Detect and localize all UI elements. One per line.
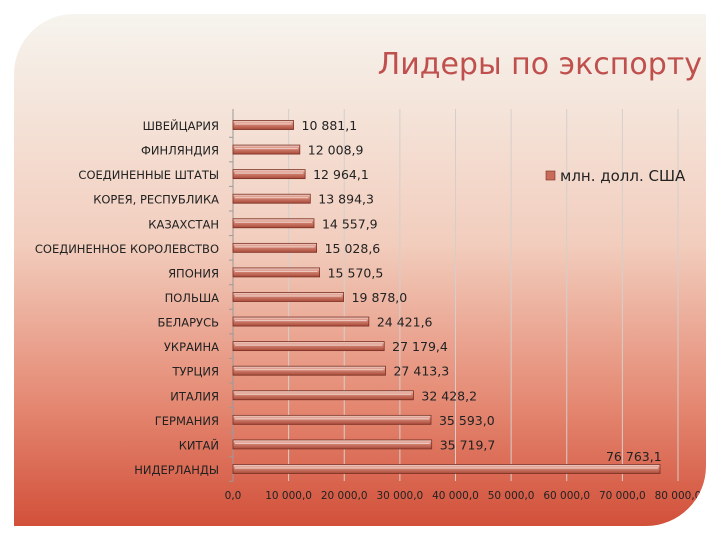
x-tick-label: 60 000,0	[543, 490, 590, 502]
category-label: ГЕРМАНИЯ	[155, 414, 219, 428]
category-label: БЕЛАРУСЬ	[157, 316, 219, 330]
x-tick-labels: 0,0 10 000,0 20 000,0 30 000,0 40 000,0 50 00…	[225, 490, 702, 502]
x-tick-label: 0,0	[225, 490, 242, 502]
category-label: УКРАИНА	[164, 340, 219, 354]
category-label: НИДЕРЛАНДЫ	[134, 463, 219, 477]
data-label: 12 964,1	[313, 167, 369, 182]
category-label: ПОЛЬША	[165, 291, 220, 305]
data-label: 13 894,3	[318, 192, 374, 207]
category-label: ФИНЛЯНДИЯ	[141, 144, 219, 158]
data-label: 35 719,7	[440, 437, 496, 452]
data-label: 32 428,2	[421, 388, 477, 403]
bars	[232, 120, 661, 474]
category-label: ИТАЛИЯ	[170, 389, 219, 403]
x-tick-label: 20 000,0	[321, 490, 368, 502]
x-tick-label: 30 000,0	[376, 490, 423, 502]
x-tick-label: 70 000,0	[599, 490, 646, 502]
data-labels: 10 881,1 12 008,9 12 964,1 13 894,3 14 557,9…	[302, 118, 662, 464]
data-label: 76 763,1	[606, 449, 662, 464]
bar	[232, 341, 385, 352]
bar	[232, 193, 311, 204]
bar	[232, 169, 306, 180]
data-label: 27 413,3	[393, 364, 449, 379]
legend: млн. долл. США	[545, 167, 686, 185]
slide-title: Лидеры по экспорту	[378, 47, 702, 82]
export-leaders-chart: Лидеры по экспорту ШВЕЙЦАРИЯ ФИНЛЯНДИЯ СОЕ…	[35, 47, 702, 502]
category-label: СОЕДИНЕННЫЕ ШТАТЫ	[78, 168, 219, 182]
bar	[232, 144, 301, 155]
data-label: 35 593,0	[439, 413, 495, 428]
x-tick-label: 40 000,0	[432, 490, 479, 502]
category-label: ЯПОНИЯ	[168, 266, 219, 280]
bar	[232, 242, 317, 253]
legend-label: млн. долл. США	[560, 167, 686, 185]
slide-background: Лидеры по экспорту ШВЕЙЦАРИЯ ФИНЛЯНДИЯ СОЕ…	[14, 14, 706, 526]
category-label: ШВЕЙЦАРИЯ	[143, 118, 219, 133]
data-label: 14 557,9	[322, 216, 378, 231]
bar	[232, 218, 315, 229]
data-label: 15 570,5	[328, 265, 384, 280]
category-label: ТУРЦИЯ	[172, 365, 220, 379]
category-label: КАЗАХСТАН	[148, 217, 219, 231]
bar	[232, 316, 370, 327]
data-label: 12 008,9	[308, 143, 364, 158]
category-label: СОЕДИНЕННОЕ КОРОЛЕВСТВО	[35, 242, 219, 256]
bar	[232, 439, 433, 450]
data-label: 24 421,6	[377, 315, 433, 330]
bar	[232, 390, 414, 401]
bar	[232, 365, 386, 376]
data-label: 10 881,1	[302, 118, 358, 133]
category-label: КИТАЙ	[179, 437, 219, 452]
x-tick-label: 50 000,0	[488, 490, 535, 502]
data-label: 27 179,4	[392, 339, 448, 354]
bar	[232, 292, 344, 302]
category-label: КОРЕЯ, РЕСПУБЛИКА	[93, 193, 219, 207]
bar	[232, 267, 321, 278]
data-label: 19 878,0	[352, 290, 408, 305]
bar	[232, 120, 294, 130]
x-tick-label: 10 000,0	[265, 490, 312, 502]
data-label: 15 028,6	[325, 241, 381, 256]
bar	[232, 464, 661, 474]
x-tick-label: 80 000,0	[655, 490, 702, 502]
legend-marker	[545, 170, 556, 181]
bar	[232, 414, 432, 425]
category-labels: ШВЕЙЦАРИЯ ФИНЛЯНДИЯ СОЕДИНЕННЫЕ ШТАТЫ КОРЕЯ…	[35, 118, 219, 477]
